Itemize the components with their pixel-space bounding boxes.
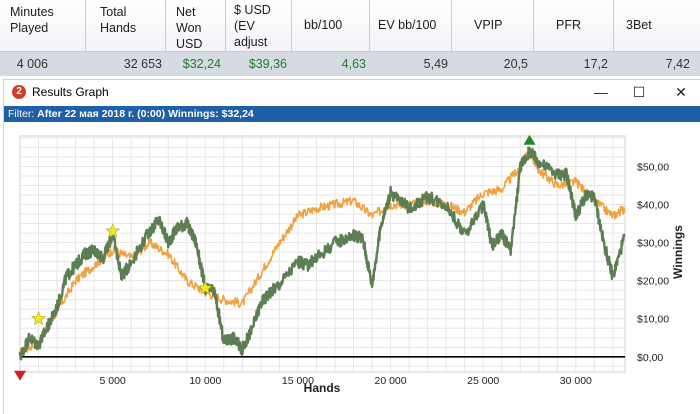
cell-ev-bb100: 5,49 [423, 57, 448, 71]
cell-minutes-played: 4 006 [16, 57, 48, 71]
y-tick-label: $10,00 [637, 314, 669, 326]
cell-bb100: 4,63 [341, 57, 366, 71]
col-header-3bet[interactable]: 3Bet [626, 18, 652, 32]
y-axis-label: Winnings [671, 225, 685, 279]
cell-total-hands: 32 653 [123, 57, 162, 71]
x-tick-label: 5 000 [100, 375, 126, 387]
window-title: Results Graph [32, 85, 109, 99]
x-tick-label: 15 000 [282, 375, 314, 387]
cell-vpip: 20,5 [503, 57, 528, 71]
results-chart[interactable]: 5 000 10 000 15 000 20 000 25 000 30 000 $0,0… [4, 122, 700, 414]
y-tick-label: $50,00 [637, 161, 669, 173]
cell-pfr: 17,2 [583, 57, 608, 71]
filter-prefix: Filter: [8, 108, 35, 120]
x-tick-label: 10 000 [189, 375, 221, 387]
filter-text: After 22 мая 2018 г. (0:00) [37, 108, 166, 120]
y-tick-label: $30,00 [637, 238, 669, 250]
col-header-total-hands[interactable]: Total Hands [86, 0, 166, 51]
col-header-vpip[interactable]: VPIP [452, 0, 534, 51]
y-tick-label: $40,00 [637, 200, 669, 212]
y-tick-label: $0,00 [637, 352, 663, 364]
minimize-button[interactable]: — [594, 84, 608, 100]
title-bar[interactable]: 2 Results Graph — ☐ ✕ [4, 80, 700, 104]
col-header-net-won[interactable]: Net Won USD [166, 0, 226, 51]
close-button[interactable]: ✕ [675, 84, 687, 100]
triangle-up-marker [523, 134, 536, 145]
col-header-minutes-played[interactable]: Minutes Played [0, 0, 86, 51]
x-tick-label: 30 000 [560, 375, 592, 387]
cell-3bet: 7,42 [665, 57, 690, 71]
x-tick-labels: 5 000 10 000 15 000 20 000 25 000 30 000 [100, 375, 593, 387]
series-lines [18, 146, 626, 361]
stats-table: Minutes Played Total Hands Net Won USD $… [0, 0, 700, 76]
star-marker [31, 310, 47, 326]
y-tick-labels: $0,00 $10,00 $20,00 $30,00 $40,00 $50,00 [637, 161, 669, 363]
markers [14, 134, 536, 381]
maximize-button[interactable]: ☐ [632, 84, 646, 100]
triangle-down-marker [14, 370, 26, 381]
x-tick-label: 20 000 [375, 375, 407, 387]
x-axis-label: Hands [304, 381, 341, 395]
results-graph-window: 2 Results Graph — ☐ ✕ Filter: After 22 м… [4, 80, 700, 414]
filter-bar: Filter: After 22 мая 2018 г. (0:00) Winn… [4, 106, 700, 122]
col-header-ev-bb100[interactable]: EV bb/100 [370, 0, 452, 51]
star-marker [197, 280, 213, 295]
cell-ev-adjusted: $39,36 [248, 57, 287, 71]
stats-value-row[interactable]: 4 006 32 653 $32,24 $39,36 4,63 5,49 20,… [0, 52, 700, 76]
pokertracker-icon: 2 [12, 85, 26, 99]
col-header-ev-adjusted[interactable]: $ USD (EV adjust [226, 0, 292, 51]
series-line-1 [18, 146, 626, 361]
col-header-bb100[interactable]: bb/100 [292, 0, 370, 51]
cell-net-won: $32,24 [182, 57, 221, 71]
col-header-pfr[interactable]: PFR [534, 0, 614, 51]
x-tick-label: 25 000 [467, 375, 499, 387]
winnings-value: $32,24 [221, 108, 254, 120]
stats-header-row: Minutes Played Total Hands Net Won USD $… [0, 0, 700, 52]
winnings-label: Winnings: [168, 108, 219, 120]
star-marker [105, 223, 121, 238]
y-tick-label: $20,00 [637, 276, 669, 288]
